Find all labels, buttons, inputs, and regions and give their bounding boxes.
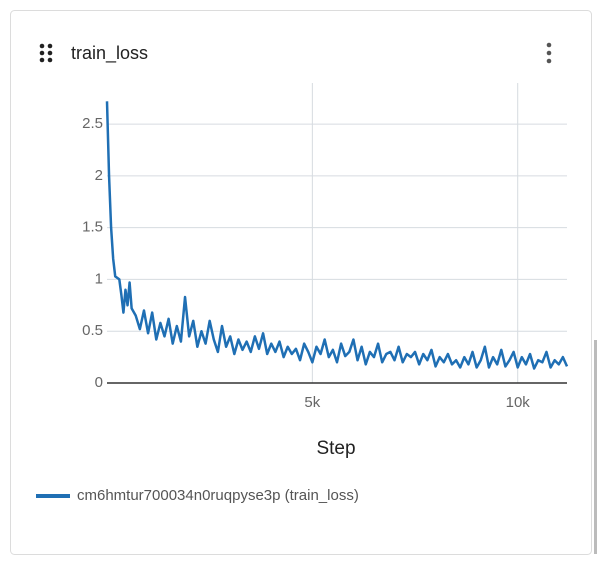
panel-border <box>10 10 592 555</box>
x-tick-label: 5k <box>304 394 320 411</box>
x-axis-label: Step <box>316 438 355 459</box>
menu-button[interactable] <box>546 42 552 64</box>
y-tick-label: 1 <box>95 270 103 287</box>
y-tick-label: 1.5 <box>82 219 103 236</box>
y-tick-label: 2.5 <box>82 115 103 132</box>
y-tick-label: 0.5 <box>82 322 103 339</box>
drag-handle[interactable] <box>39 43 53 63</box>
loss-line <box>105 101 569 370</box>
x-tick-label: 10k <box>506 394 531 411</box>
y-tick-label: 2 <box>95 167 103 184</box>
scrollbar[interactable] <box>594 340 597 554</box>
panel-title: train_loss <box>71 43 148 64</box>
y-tick-label: 0 <box>95 374 103 391</box>
legend-label: cm6hmtur700034n0ruqpyse3p (train_loss) <box>77 487 359 504</box>
